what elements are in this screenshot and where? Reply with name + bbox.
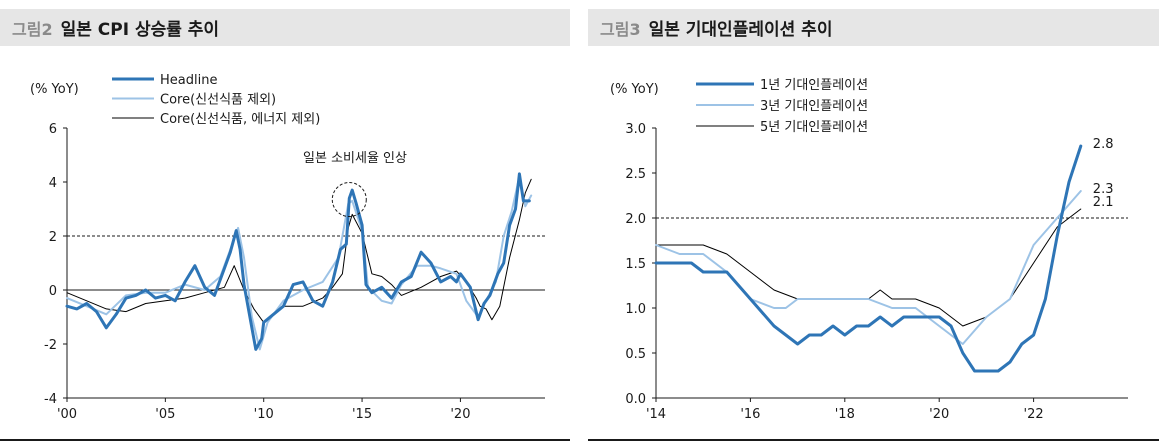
y-tick-label: 2.5 [625,167,646,182]
legend-label: 3년 기대인플레이션 [760,99,868,114]
y-axis-unit-label: (% YoY) [30,82,79,97]
series-line-1 [65,172,531,351]
y-tick-label: 2.0 [625,212,646,227]
series-line-2 [66,175,533,351]
figure-title: 일본 CPI 상승률 추이 [60,20,220,40]
x-tick-label: '14 [646,407,666,422]
y-tick-label: 0.0 [625,392,646,407]
figure-number: 그림2 [12,19,53,39]
y-tick-label: 1.0 [625,302,646,317]
y-tick-label: 1.5 [625,257,646,272]
end-value-label: 2.1 [1093,195,1114,210]
figure-title: 일본 기대인플레이션 추이 [648,20,833,40]
y-tick-label: 2 [49,230,57,245]
y-axis-unit-label: (% YoY) [610,82,659,97]
figure-title-bar: 그림2 일본 CPI 상승률 추이 [0,9,570,46]
cpi-line-chart: (% YoY) -4 -2 0 2 4 6 '00 '05 '10 '15 '20 Headline Co… [30,73,545,422]
annotation-label: 일본 소비세율 인상 [303,151,407,166]
legend-label: 5년 기대인플레이션 [760,120,868,135]
x-tick-label: '18 [835,407,855,422]
legend-label: 1년 기대인플레이션 [760,78,868,93]
x-tick-label: '22 [1024,407,1044,422]
x-tick-label: '00 [57,407,77,422]
legend-label: Core(신선식품, 에너지 제외) [160,112,320,127]
figure-cpi: 그림2 일본 CPI 상승률 추이 (% YoY) -4 -2 0 2 4 6 '00 '05 '… [0,0,570,447]
y-tick-label: 0.5 [625,347,646,362]
end-value-label: 2.3 [1093,182,1114,197]
legend-label: Headline [160,73,217,88]
figure-title-bar: 그림3 일본 기대인플레이션 추이 [588,9,1159,46]
y-tick-label: 0 [49,284,57,299]
x-tick-label: '15 [352,407,372,422]
x-tick-label: '20 [929,407,949,422]
bottom-rule [588,439,1159,441]
y-tick-label: 4 [49,176,57,191]
x-tick-label: '20 [450,407,470,422]
expected-inflation-line-chart: (% YoY) 0.0 0.5 1.0 1.5 2.0 2.5 3.0 '14 '16 '18 '20… [610,78,1128,422]
x-tick-label: '05 [155,407,175,422]
bottom-rule [0,439,570,441]
x-tick-label: '16 [740,407,760,422]
series-line-3 [66,178,532,323]
end-value-label: 2.8 [1093,137,1114,152]
annotation-circle [331,182,367,218]
legend-label: Core(신선식품 제외) [160,93,276,108]
y-tick-label: 3.0 [625,122,646,137]
series-line-1 [654,144,1083,373]
x-tick-label: '10 [254,407,274,422]
series-line-2 [655,190,1082,345]
y-tick-label: -2 [44,338,57,353]
figure-expected-inflation: 그림3 일본 기대인플레이션 추이 (% YoY) 0.0 0.5 1.0 1.5 2.0… [588,0,1159,447]
y-tick-label: 6 [49,122,57,137]
y-tick-label: -4 [44,392,57,407]
figure-number: 그림3 [600,19,641,39]
